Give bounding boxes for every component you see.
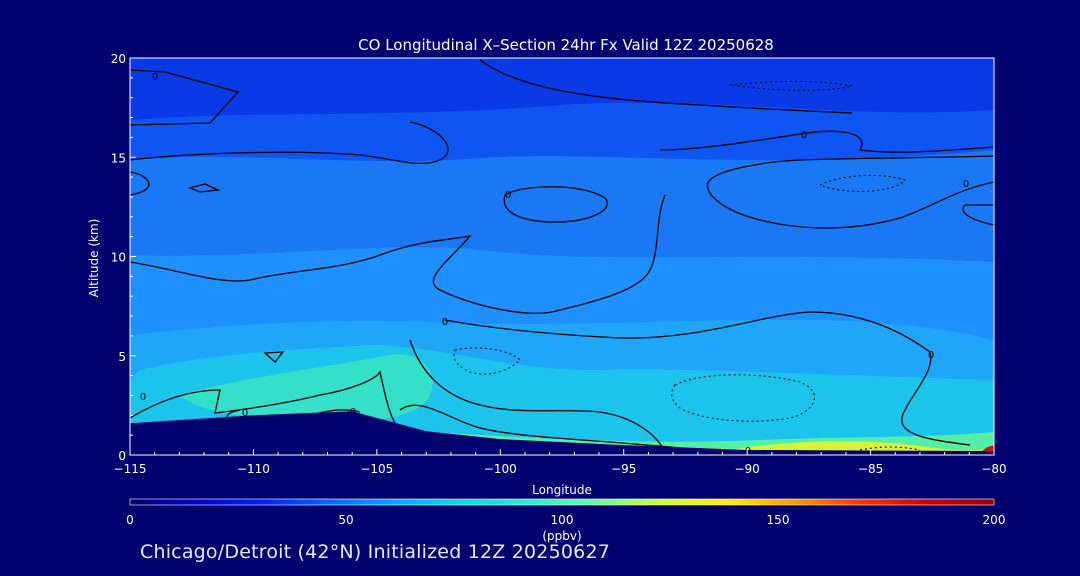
colorbar-label: (ppbv) — [542, 529, 581, 543]
contour-label: 0 — [140, 392, 146, 403]
y-tick-label: 5 — [118, 350, 126, 364]
contour-lines — [130, 59, 994, 453]
y-tick-label: 15 — [111, 151, 126, 165]
contour-line — [263, 351, 285, 363]
x-axis: −115 −110 −105 −100 −95 −90 −85 −80 — [114, 449, 1007, 476]
colorbar-tick-label: 200 — [983, 513, 1006, 527]
x-tick-label: −90 — [734, 462, 759, 476]
contour-line — [962, 204, 994, 226]
y-tick-label: 0 — [118, 449, 126, 463]
x-tick-label: −110 — [237, 462, 270, 476]
x-tick-label: −95 — [611, 462, 636, 476]
contour-line — [706, 179, 994, 229]
x-tick-label: −105 — [360, 462, 393, 476]
contour-line — [659, 130, 994, 153]
x-tick-label: −100 — [484, 462, 517, 476]
contour-label: 0 — [242, 408, 248, 419]
contour-line — [130, 121, 449, 165]
colorbar-ticks: 0 50 100 150 200 — [126, 513, 1005, 527]
contour-label: 0 — [801, 130, 807, 141]
contour-lines-negative — [453, 80, 921, 451]
contour-line — [187, 183, 221, 193]
field-plume-west — [180, 354, 433, 422]
y-tick-label: 10 — [111, 251, 126, 265]
contour-line — [409, 339, 666, 453]
y-axis: 0 5 10 15 20 — [111, 52, 136, 463]
contour-label: 0 — [505, 190, 511, 201]
colorbar-tick-label: 100 — [551, 513, 574, 527]
contour-label: 0 — [963, 179, 969, 190]
x-tick-label: −80 — [981, 462, 1006, 476]
contour-line-dashed — [818, 174, 906, 192]
terrain-mask — [130, 411, 994, 455]
footer-caption: Chicago/Detroit (42°N) Initialized 12Z 2… — [140, 541, 611, 563]
x-tick-label: −115 — [114, 462, 147, 476]
contour-line — [709, 155, 994, 181]
y-tick-label: 20 — [111, 52, 126, 66]
contour-line — [130, 171, 150, 196]
contour-line — [479, 59, 853, 114]
y-axis-label: Altitude (km) — [87, 219, 101, 298]
contour-line — [444, 311, 971, 446]
contour-line — [503, 186, 608, 223]
contour-label: 0 — [928, 350, 934, 361]
contour-line — [130, 69, 240, 126]
contour-label: 0 — [442, 317, 448, 328]
colorbar — [129, 498, 995, 506]
x-axis-label: Longitude — [532, 483, 592, 497]
contour-line-dashed — [859, 446, 921, 451]
contour-line — [130, 370, 401, 431]
colorbar-tick-label: 50 — [338, 513, 353, 527]
contour-label: 0 — [152, 72, 158, 83]
colorbar-tick-label: 150 — [767, 513, 790, 527]
x-tick-label: −85 — [858, 462, 883, 476]
plot-area: 0 0 0 0 0 0 0 0 0 0 — [130, 58, 994, 455]
chart-title: CO Longitudinal X–Section 24hr Fx Valid … — [358, 36, 774, 54]
contour-line — [130, 194, 666, 314]
colorbar-tick-label: 0 — [126, 513, 134, 527]
contour-line-dashed — [453, 347, 521, 375]
